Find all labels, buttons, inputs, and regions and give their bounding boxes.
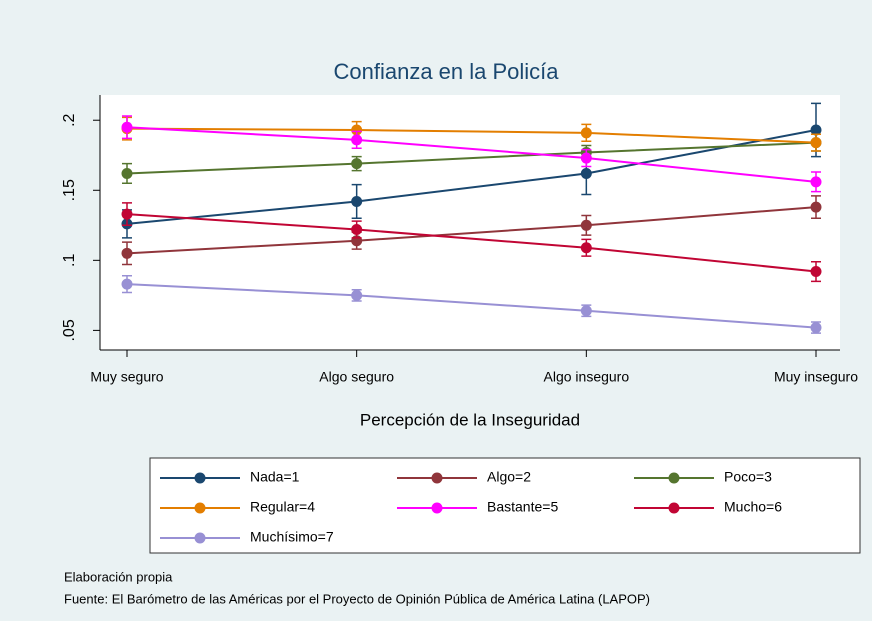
series-line — [126, 213, 817, 273]
legend-label: Nada=1 — [250, 469, 300, 485]
legend-marker — [194, 532, 206, 544]
series-line — [126, 129, 817, 225]
y-tick-label: .2 — [61, 113, 78, 126]
point — [580, 127, 592, 139]
series-line — [126, 141, 817, 175]
x-tick-label: Algo inseguro — [544, 369, 630, 385]
y-tick-label: .05 — [61, 319, 78, 341]
series-line — [126, 127, 817, 144]
legend-marker — [431, 502, 443, 514]
series-line — [126, 283, 817, 329]
legend-label: Muchísimo=7 — [250, 529, 334, 545]
point — [121, 247, 133, 259]
legend-marker — [668, 472, 680, 484]
legend-marker — [194, 502, 206, 514]
point — [351, 289, 363, 301]
point — [121, 208, 133, 220]
point — [810, 201, 822, 213]
legend-marker — [431, 472, 443, 484]
series-line — [126, 126, 817, 183]
point — [351, 195, 363, 207]
point — [351, 124, 363, 136]
x-tick-label: Muy inseguro — [774, 369, 858, 385]
point — [351, 134, 363, 146]
y-tick-label: .1 — [61, 254, 78, 267]
point — [810, 124, 822, 136]
note: Elaboración propia — [64, 569, 173, 584]
x-tick-label: Muy seguro — [90, 369, 163, 385]
point — [810, 176, 822, 188]
series-line — [126, 206, 817, 255]
point — [810, 266, 822, 278]
point — [580, 219, 592, 231]
point — [121, 121, 133, 133]
point — [810, 322, 822, 334]
x-axis-title: Percepción de la Inseguridad — [360, 410, 580, 429]
point — [580, 167, 592, 179]
note: Fuente: El Barómetro de las Américas por… — [64, 591, 650, 606]
legend-label: Mucho=6 — [724, 499, 782, 515]
x-tick-label: Algo seguro — [319, 369, 394, 385]
legend-marker — [194, 472, 206, 484]
point — [580, 242, 592, 254]
legend-marker — [668, 502, 680, 514]
legend-label: Poco=3 — [724, 469, 772, 485]
point — [580, 305, 592, 317]
plot-area — [100, 95, 840, 350]
y-tick-label: .15 — [61, 179, 78, 201]
legend-label: Regular=4 — [250, 499, 315, 515]
point — [810, 137, 822, 149]
point — [121, 278, 133, 290]
point — [580, 152, 592, 164]
point — [351, 224, 363, 236]
point — [121, 167, 133, 179]
legend-label: Bastante=5 — [487, 499, 558, 515]
legend — [149, 457, 861, 554]
point — [351, 158, 363, 170]
legend-label: Algo=2 — [487, 469, 531, 485]
chart-title: Confianza en la Policía — [333, 59, 559, 84]
